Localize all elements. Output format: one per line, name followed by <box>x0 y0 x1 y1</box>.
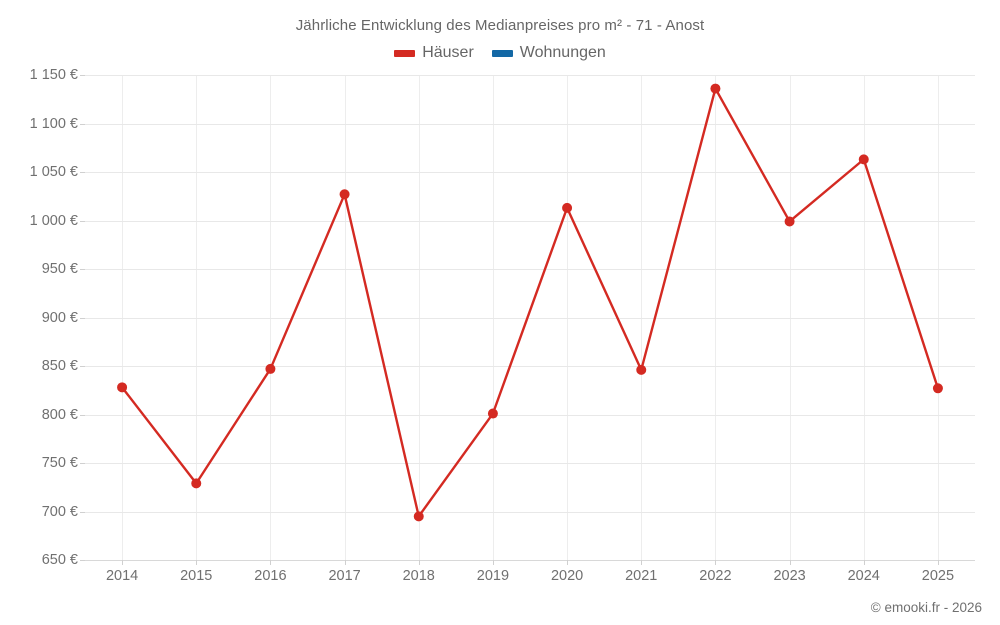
y-axis-tick-mark <box>80 317 85 319</box>
x-axis-tick-label: 2024 <box>847 568 880 584</box>
y-axis-tick-mark <box>80 366 85 367</box>
x-axis-tick-mark <box>789 560 791 565</box>
x-axis-tick-label: 2018 <box>402 568 435 584</box>
y-axis-tick-labels: 650 € 700 € 750 € 800 € 850 € 900 € 950 € 1 000… <box>0 67 78 568</box>
x-axis-tick-mark <box>567 560 569 565</box>
y-axis-tick-mark <box>80 172 85 173</box>
data-point[interactable] <box>191 478 202 489</box>
data-point[interactable] <box>858 154 869 165</box>
gridline-horizontal <box>85 366 975 367</box>
x-axis-tick-label: 2020 <box>550 568 584 584</box>
x-axis-tick-mark <box>937 560 939 565</box>
gridline-horizontal <box>85 414 975 416</box>
y-axis-tick-label: 850 € <box>41 358 78 374</box>
y-axis-tick-label: 900 € <box>41 309 78 326</box>
y-axis-tick-mark <box>80 560 85 561</box>
credit-label: © emooki.fr - 2026 <box>870 600 982 615</box>
gridline-horizontal <box>85 220 975 222</box>
y-axis-tick-mark <box>80 463 85 464</box>
data-point[interactable] <box>265 363 276 374</box>
y-axis-tick-mark <box>80 511 85 513</box>
x-axis-tick-mark <box>270 560 272 565</box>
y-axis-tick-label: 1 050 € <box>29 164 78 180</box>
x-axis-tick-mark <box>492 560 494 565</box>
x-axis-tick-mark <box>196 560 198 565</box>
legend-swatch-icon <box>491 49 513 57</box>
data-point[interactable] <box>784 216 795 227</box>
data-point[interactable] <box>487 408 498 419</box>
chart-legend: Häuser Wohnungen <box>0 44 1000 62</box>
series-layer <box>117 83 943 522</box>
x-axis-tick-label: 2014 <box>105 568 139 584</box>
y-axis-tick-mark <box>80 123 85 125</box>
x-axis-tick-mark <box>863 560 865 565</box>
legend-item-label: Wohnungen <box>519 44 606 61</box>
y-axis-tick-label: 1 150 € <box>29 67 78 83</box>
x-axis-tick-label: 2019 <box>476 568 510 584</box>
legend-item-label: Häuser <box>422 44 474 61</box>
y-axis-tick-label: 750 € <box>41 455 78 471</box>
x-axis-tick-label: 2016 <box>254 568 287 584</box>
y-axis-tick-label: 1 100 € <box>29 115 78 132</box>
data-point[interactable] <box>562 202 573 213</box>
y-axis-tick-mark <box>80 75 85 76</box>
data-point[interactable] <box>932 383 943 394</box>
data-point[interactable] <box>339 189 350 200</box>
legend-item-wohnungen[interactable]: Wohnungen <box>491 44 606 62</box>
x-axis-tick-mark <box>715 560 717 565</box>
plot-area <box>85 75 975 561</box>
legend-item-häuser[interactable]: Häuser <box>394 44 474 62</box>
y-axis-tick-label: 800 € <box>41 406 78 423</box>
x-axis-tick-mark <box>122 560 124 565</box>
x-axis-tick-label: 2025 <box>921 568 955 584</box>
gridline-horizontal <box>85 75 975 76</box>
gridline-horizontal <box>85 317 975 319</box>
x-axis-tick-mark <box>418 560 420 565</box>
y-axis-tick-mark <box>80 269 85 270</box>
series-line-häuser <box>120 87 940 518</box>
x-axis-tick-label: 2017 <box>328 568 361 584</box>
gridline-horizontal <box>85 172 975 173</box>
x-axis-tick-mark <box>344 560 346 565</box>
gridline-horizontal <box>85 269 975 270</box>
y-axis-tick-label: 650 € <box>41 552 78 568</box>
gridline-horizontal <box>85 463 975 464</box>
x-axis-tick-label: 2023 <box>773 568 806 584</box>
data-point[interactable] <box>710 83 721 94</box>
x-axis-tick-label: 2021 <box>625 568 658 584</box>
data-point[interactable] <box>413 511 424 522</box>
x-axis-tick-label: 2022 <box>699 568 732 584</box>
y-axis-tick-mark <box>80 220 85 222</box>
y-axis-tick-label: 1 000 € <box>29 212 78 229</box>
gridline-horizontal <box>85 123 975 125</box>
data-point[interactable] <box>636 364 647 375</box>
x-axis-line <box>85 560 975 561</box>
gridline-horizontal <box>85 511 975 513</box>
y-axis-tick-label: 950 € <box>41 261 78 277</box>
legend-swatch-icon <box>394 49 416 57</box>
y-axis-tick-label: 700 € <box>41 503 78 520</box>
data-point[interactable] <box>117 382 128 393</box>
x-axis-tick-label: 2015 <box>180 568 213 584</box>
x-axis-tick-mark <box>641 560 643 565</box>
chart-title: Jährliche Entwicklung des Medianpreises … <box>295 17 705 34</box>
y-axis-tick-mark <box>80 414 85 416</box>
